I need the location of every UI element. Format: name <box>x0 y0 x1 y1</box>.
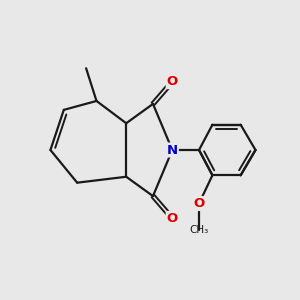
Text: O: O <box>167 212 178 225</box>
Text: O: O <box>167 75 178 88</box>
Text: N: N <box>167 143 178 157</box>
Text: CH₃: CH₃ <box>189 225 209 235</box>
Text: O: O <box>194 197 205 210</box>
